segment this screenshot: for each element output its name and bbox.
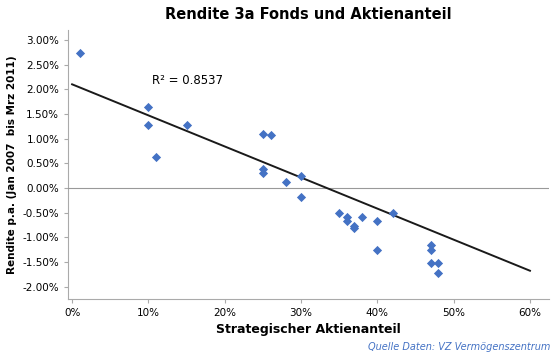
Point [75,50,84,56]
Point [426,247,435,252]
Point [182,122,191,127]
Point [266,132,275,137]
Text: R² = 0.8537: R² = 0.8537 [152,74,223,87]
Point [144,122,153,127]
Point [259,170,267,176]
Point [350,225,359,231]
X-axis label: Strategischer Aktienanteil: Strategischer Aktienanteil [216,324,401,336]
Y-axis label: Rendite p.a. (Jan 2007  bis Mrz 2011): Rendite p.a. (Jan 2007 bis Mrz 2011) [7,55,17,274]
Point [296,194,305,200]
Point [296,173,305,178]
Text: Quelle Daten: VZ Vermögenszentrum: Quelle Daten: VZ Vermögenszentrum [368,342,550,352]
Point [335,210,344,215]
Point [373,247,382,252]
Point [342,215,351,220]
Point [144,104,153,109]
Point [434,260,443,266]
Title: Rendite 3a Fonds und Aktienanteil: Rendite 3a Fonds und Aktienanteil [165,7,452,22]
Point [281,179,290,185]
Point [426,242,435,247]
Point [342,218,351,224]
Point [358,215,366,220]
Point [152,154,161,160]
Point [434,270,443,275]
Point [350,223,359,229]
Point [388,210,397,215]
Point [426,313,435,319]
Point [259,131,267,136]
Point [373,218,382,224]
Point [426,260,435,266]
Point [259,166,267,172]
